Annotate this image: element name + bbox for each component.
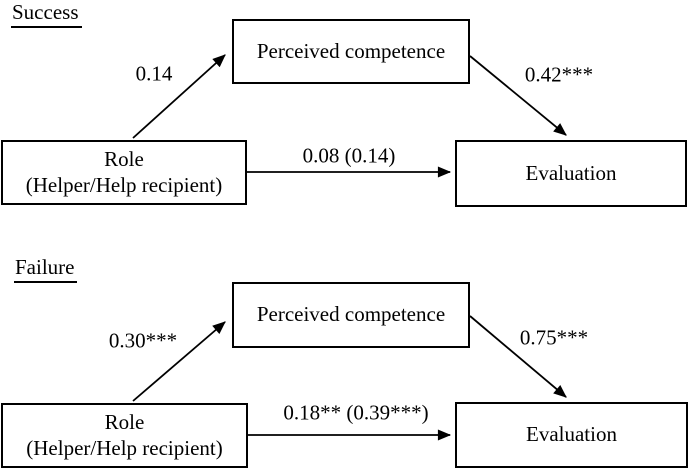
outcome-label: Evaluation [526,422,617,447]
predictor-box-failure: Role (Helper/Help recipient) [1,403,248,468]
section-title-success: Success [11,0,82,29]
arrow-competence-to-evaluation-success [469,55,567,136]
coefficient-competence-to-evaluation-failure: 0.75*** [519,325,589,350]
outcome-box-failure: Evaluation [455,402,688,468]
coefficient-role-to-evaluation-success: 0.08 (0.14) [302,143,396,168]
coefficient-role-to-competence-success: 0.14 [135,61,173,86]
outcome-box-success: Evaluation [455,140,687,207]
outcome-label: Evaluation [525,160,617,185]
predictor-label-line1: Role [104,409,145,434]
coefficient-competence-to-evaluation-success: 0.42*** [524,62,594,87]
mediator-box-success: Perceived competence [232,19,470,84]
predictor-label-line2: (Helper/Help recipient) [26,435,223,460]
arrow-competence-to-evaluation-failure [469,315,567,398]
arrow-role-to-competence-failure [132,321,226,402]
coefficient-role-to-competence-failure: 0.30*** [108,328,178,353]
predictor-box-success: Role (Helper/Help recipient) [1,140,247,205]
coefficient-role-to-evaluation-failure: 0.18** (0.39***) [283,400,429,425]
mediator-label: Perceived competence [256,302,446,327]
predictor-label-line1: Role [104,146,144,171]
mediator-label: Perceived competence [256,38,446,63]
arrow-role-to-competence-success [132,54,226,139]
section-title-failure: Failure [14,255,78,284]
predictor-label-line2: (Helper/Help recipient) [25,172,223,197]
mediator-box-failure: Perceived competence [232,282,470,348]
